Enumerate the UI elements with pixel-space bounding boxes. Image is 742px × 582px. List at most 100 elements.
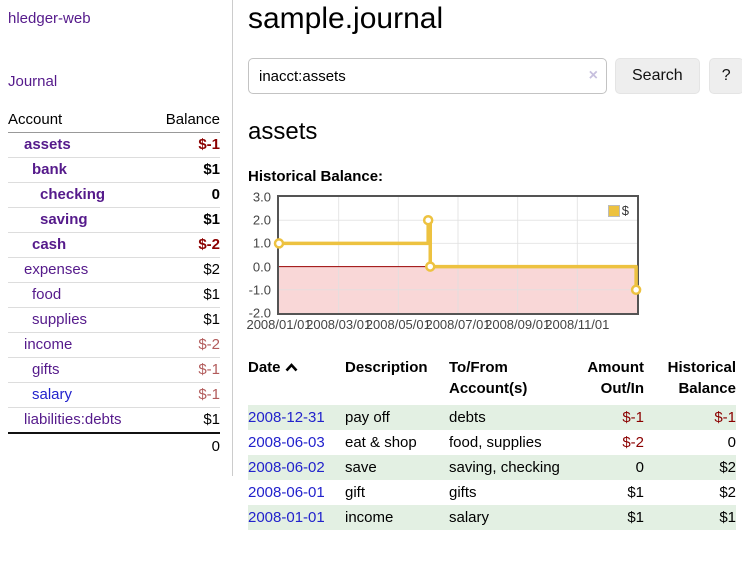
account-link-supplies[interactable]: supplies <box>32 311 88 328</box>
account-balance: $1 <box>151 157 220 183</box>
transaction-balance: $-1 <box>714 409 736 426</box>
transaction-date-link[interactable]: 2008-06-03 <box>248 434 325 451</box>
x-tick-label: 2008/07/01 <box>425 317 491 332</box>
page-title: sample.journal <box>248 2 444 35</box>
register-header-accounts: To/From Account(s) <box>449 359 528 397</box>
transaction-date-link[interactable]: 2008-12-31 <box>248 409 325 426</box>
transaction-date-link[interactable]: 2008-06-02 <box>248 459 325 476</box>
x-tick-label: 2008/01/01 <box>246 317 312 332</box>
register-row: 2008-06-02 save saving, checking 0 $2 <box>248 455 736 480</box>
y-tick-label: 1.0 <box>252 235 271 251</box>
account-link-gifts[interactable]: gifts <box>32 361 60 378</box>
chart-legend: $ <box>607 203 629 218</box>
sidebar: hledger-web Journal Account Balance asse… <box>0 0 233 476</box>
accounts-table: Account Balance assets $-1 bank $1 check… <box>8 108 220 460</box>
transaction-amount: $1 <box>627 484 644 501</box>
account-row-gifts: gifts $-1 <box>8 357 220 383</box>
accounts-header-row: Account Balance <box>8 108 220 133</box>
register-header-amount: Amount Out/In <box>587 359 644 397</box>
account-link-saving[interactable]: saving <box>40 211 88 228</box>
account-link-assets[interactable]: assets <box>24 136 71 153</box>
account-row-supplies: supplies $1 <box>8 307 220 333</box>
account-balance: $-1 <box>151 382 220 408</box>
transaction-description: pay off <box>345 409 390 426</box>
accounts-total: 0 <box>151 432 220 460</box>
account-row-checking: checking 0 <box>8 182 220 208</box>
clear-search-icon[interactable]: × <box>588 67 598 84</box>
x-tick-label: 2008/09/01 <box>485 317 551 332</box>
account-balance: $2 <box>151 257 220 283</box>
transaction-balance: 0 <box>727 434 736 451</box>
account-link-food[interactable]: food <box>32 286 62 303</box>
transaction-description: eat & shop <box>345 434 417 451</box>
account-link-income[interactable]: income <box>24 336 73 353</box>
account-balance: $-1 <box>151 357 220 383</box>
accounts-header-account: Account <box>8 108 152 133</box>
transaction-accounts: food, supplies <box>449 434 542 451</box>
chart-canvas <box>273 197 642 313</box>
app-title-link[interactable]: hledger-web <box>8 10 91 27</box>
account-row-cash: cash $-2 <box>8 232 220 258</box>
account-balance: $-2 <box>151 232 220 258</box>
register-header-date[interactable]: Date <box>248 355 345 403</box>
x-tick-label: 2008/11/01 <box>545 317 610 332</box>
register-header-description: Description <box>345 359 428 376</box>
transaction-amount: 0 <box>635 459 644 476</box>
legend-label: $ <box>621 203 629 218</box>
account-title: assets <box>248 118 318 145</box>
account-balance: $1 <box>151 282 220 308</box>
account-row-expenses: expenses $2 <box>8 257 220 283</box>
account-row-saving: saving $1 <box>8 207 220 233</box>
register-table: Date Description To/From Account(s) Amou… <box>248 355 736 530</box>
legend-swatch <box>607 204 620 217</box>
account-balance: $1 <box>203 411 220 428</box>
register-row: 2008-01-01 income salary $1 $1 <box>248 505 736 530</box>
register-row: 2008-06-03 eat & shop food, supplies $-2… <box>248 430 736 455</box>
sidebar-item-journal[interactable]: Journal <box>8 73 58 90</box>
transaction-description: gift <box>345 484 366 501</box>
register-row: 2008-06-01 gift gifts $1 $2 <box>248 480 736 505</box>
y-tick-label: -2.0 <box>248 305 271 321</box>
y-tick-label: -1.0 <box>248 282 271 298</box>
main-content: sample.journal × Search ? assets Histori… <box>233 0 742 530</box>
account-row-liabilities-debts: liabilities:debts $1 <box>8 408 220 434</box>
transaction-description: income <box>345 509 394 526</box>
transaction-description: save <box>345 459 377 476</box>
search-bar: × Search ? <box>248 58 742 94</box>
accounts-header-balance: Balance <box>151 108 220 133</box>
page: hledger-web Journal Account Balance asse… <box>0 0 742 530</box>
account-row-assets: assets $-1 <box>8 132 220 158</box>
account-link-checking[interactable]: checking <box>40 186 106 203</box>
chart-x-axis: 2008/01/01 2008/03/01 2008/05/01 2008/07/01… <box>246 317 721 335</box>
account-link-bank[interactable]: bank <box>32 161 68 178</box>
transaction-date-link[interactable]: 2008-01-01 <box>248 509 325 526</box>
transaction-balance: $2 <box>719 459 736 476</box>
account-link-cash[interactable]: cash <box>32 236 67 253</box>
account-row-food: food $1 <box>8 282 220 308</box>
search-button[interactable]: Search <box>615 58 700 94</box>
transaction-amount: $-2 <box>622 434 644 451</box>
transaction-date-link[interactable]: 2008-06-01 <box>248 484 325 501</box>
account-link-expenses[interactable]: expenses <box>24 261 89 278</box>
account-balance: $-1 <box>151 132 220 158</box>
transaction-amount: $-1 <box>622 409 644 426</box>
account-row-bank: bank $1 <box>8 157 220 183</box>
register-header-row: Date Description To/From Account(s) Amou… <box>248 355 736 403</box>
account-balance: $1 <box>151 307 220 333</box>
y-tick-label: 3.0 <box>252 189 271 205</box>
transaction-balance: $1 <box>719 509 736 526</box>
chart-title: Historical Balance: <box>248 168 384 185</box>
transaction-accounts: saving, checking <box>449 459 560 476</box>
account-link-liabilities-debts[interactable]: liabilities:debts <box>24 411 122 428</box>
chart-y-axis: 3.0 2.0 1.0 0.0 -1.0 -2.0 <box>248 190 277 321</box>
chart-plot-area: $ <box>273 195 642 315</box>
account-link-salary[interactable]: salary <box>32 386 73 403</box>
transaction-accounts: salary <box>449 509 490 526</box>
x-tick-label: 2008/03/01 <box>306 317 372 332</box>
y-tick-label: 0.0 <box>252 259 271 275</box>
sort-ascending-icon <box>285 357 298 378</box>
register-row: 2008-12-31 pay off debts $-1 $-1 <box>248 403 736 430</box>
help-button[interactable]: ? <box>708 58 742 94</box>
balance-chart: 3.0 2.0 1.0 0.0 -1.0 -2.0 $ 2008/01/01 2008/03… <box>246 190 721 335</box>
search-input[interactable] <box>248 58 607 94</box>
